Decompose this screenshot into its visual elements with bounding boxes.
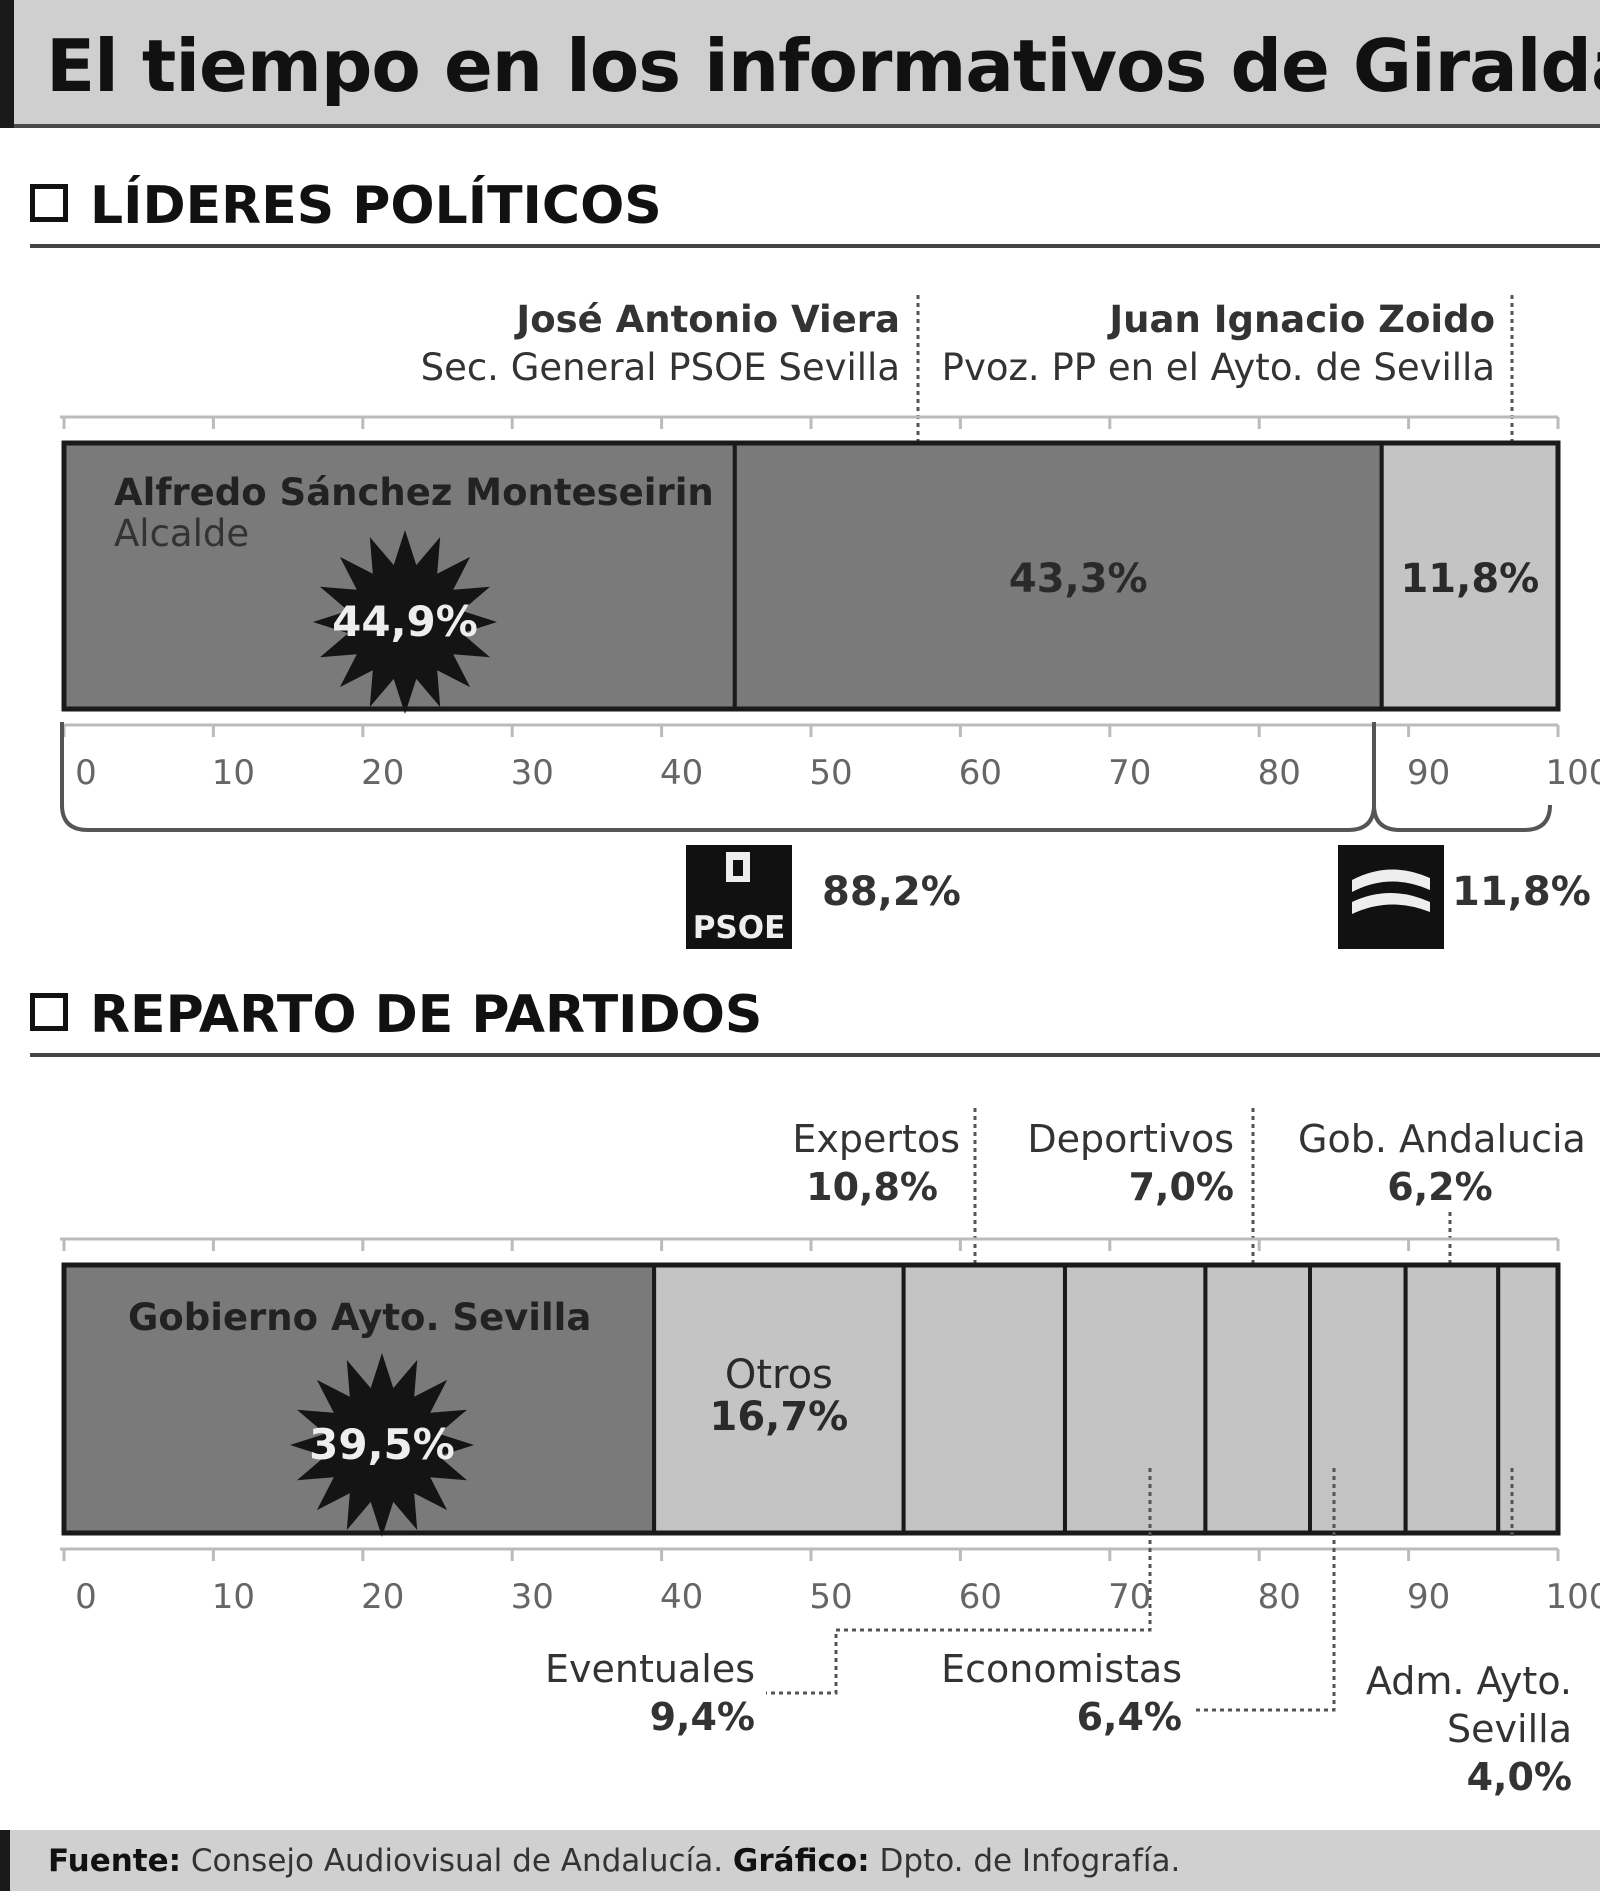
- label-gob-andalucia-name: Gob. Andalucia: [1298, 1117, 1586, 1161]
- label-viera-name: José Antonio Viera: [513, 298, 900, 341]
- label-monteseirin-name: Alfredo Sánchez Monteseirin: [114, 471, 714, 514]
- pp-total: 11,8%: [1452, 869, 1591, 915]
- label-deportivos-value: 7,0%: [1129, 1165, 1234, 1209]
- footer-graphic: Dpto. de Infografía.: [879, 1843, 1181, 1879]
- chart-svg: José Antonio Viera Sec. General PSOE Sev…: [60, 295, 1600, 1799]
- footer: Fuente: Consejo Audiovisual de Andalucía…: [0, 1830, 1600, 1891]
- leaders-tick-label: 0: [75, 753, 97, 793]
- label-deportivos-name: Deportivos: [1027, 1117, 1234, 1161]
- pp-bracket: [1372, 804, 1552, 832]
- parties-tick-label: 50: [809, 1577, 852, 1617]
- label-expertos-value: 10,8%: [806, 1165, 938, 1209]
- parties-bar-segment: [1062, 1263, 1208, 1535]
- parties-bar-segment: [901, 1263, 1067, 1535]
- parties-tick-label: 70: [1108, 1577, 1151, 1617]
- label-monteseirin-role: Alcalde: [114, 512, 249, 555]
- parties-tick-label: 20: [361, 1577, 404, 1617]
- leaders-bar-segment: [1379, 441, 1561, 711]
- leaders-tick-label: 20: [361, 753, 404, 793]
- leaders-tick-label: 50: [809, 753, 852, 793]
- leaders-tick-label: 80: [1258, 753, 1301, 793]
- psoe-total: 88,2%: [822, 869, 961, 915]
- parties-data-label: Otros: [725, 1352, 833, 1398]
- checkbox-icon: [30, 184, 68, 222]
- leaders-data-label: 11,8%: [1400, 556, 1539, 602]
- leaders-data-label: 44,9%: [332, 597, 478, 646]
- parties-tick-label: 40: [660, 1577, 703, 1617]
- section-leaders-title: LÍDERES POLÍTICOS: [90, 176, 662, 236]
- title-bar: El tiempo en los informativos de Giralda: [0, 0, 1600, 128]
- footer-text: Fuente: Consejo Audiovisual de Andalucía…: [48, 1843, 1180, 1879]
- parties-data-label: 39,5%: [309, 1420, 455, 1469]
- burst-icon: [313, 530, 497, 714]
- label-zoido-name: Juan Ignacio Zoido: [1106, 298, 1495, 341]
- parties-bar-segment: [1403, 1263, 1501, 1535]
- footer-source: Consejo Audiovisual de Andalucía.: [190, 1843, 724, 1879]
- leaders-tick-label: 10: [212, 753, 255, 793]
- parties-tick-label: 90: [1407, 1577, 1450, 1617]
- footer-graphic-label: Gráfico:: [732, 1843, 870, 1879]
- leaders-bar-outline: [61, 440, 1561, 712]
- pp-logo-icon: PP: [1338, 845, 1444, 949]
- label-eventuales-name: Eventuales: [545, 1647, 755, 1691]
- leaders-tick-label: 90: [1407, 753, 1450, 793]
- checkbox-icon: [30, 993, 68, 1031]
- parties-tick-label: 100: [1546, 1577, 1600, 1617]
- label-adm-ayto-name: Adm. Ayto.: [1366, 1659, 1572, 1703]
- leaders-tick-label: 60: [959, 753, 1002, 793]
- parties-bar-segment: [1307, 1263, 1408, 1535]
- label-economistas-value: 6,4%: [1077, 1695, 1182, 1739]
- label-economistas-name: Economistas: [941, 1647, 1182, 1691]
- parties-tick-label: 30: [511, 1577, 554, 1617]
- psoe-logo-text: PSOE: [693, 910, 786, 946]
- pp-logo-text: PP: [1390, 919, 1392, 921]
- leaders-bar-segment: [732, 441, 1384, 711]
- section-parties-title: REPARTO DE PARTIDOS: [90, 985, 763, 1045]
- parties-tick-label: 10: [212, 1577, 255, 1617]
- label-adm-ayto-name-2: Sevilla: [1447, 1707, 1572, 1751]
- footer-source-label: Fuente:: [48, 1843, 182, 1879]
- label-viera-role: Sec. General PSOE Sevilla: [421, 346, 900, 389]
- parties-tick-label: 60: [959, 1577, 1002, 1617]
- burst-icon: [290, 1353, 474, 1537]
- parties-data-label: 16,7%: [709, 1394, 848, 1440]
- leader-line: [766, 1468, 1152, 1695]
- label-gobierno-ayto-name: Gobierno Ayto. Sevilla: [128, 1296, 591, 1339]
- parties-bar-segment: [1203, 1263, 1312, 1535]
- leaders-tick-label: 70: [1108, 753, 1151, 793]
- label-adm-ayto-value: 4,0%: [1467, 1755, 1572, 1799]
- leaders-tick-label: 30: [511, 753, 554, 793]
- psoe-bracket: [60, 722, 1376, 832]
- divider: [30, 1053, 1600, 1057]
- leaders-tick-label: 100: [1546, 753, 1600, 793]
- leader-line: [1196, 1468, 1336, 1712]
- label-gob-andalucia-value: 6,2%: [1387, 1165, 1492, 1209]
- label-zoido-role: Pvoz. PP en el Ayto. de Sevilla: [942, 346, 1495, 389]
- leaders-chart: 0 10 20 30 40 50 60 70 80 90 100 44,9% 43,3% 11,8%: [60, 415, 1600, 793]
- page-title: El tiempo en los informativos de Giralda: [46, 24, 1600, 108]
- psoe-logo-icon: PSOE: [686, 845, 792, 949]
- leaders-tick-label: 40: [660, 753, 703, 793]
- parties-bar-segment: [1496, 1263, 1560, 1535]
- parties-tick-label: 80: [1258, 1577, 1301, 1617]
- label-expertos-name: Expertos: [792, 1117, 960, 1161]
- parties-tick-label: 0: [75, 1577, 97, 1617]
- parties-bar-outline: [61, 1262, 1561, 1536]
- label-eventuales-value: 9,4%: [650, 1695, 755, 1739]
- divider: [30, 244, 1600, 248]
- leaders-data-label: 43,3%: [1009, 556, 1148, 602]
